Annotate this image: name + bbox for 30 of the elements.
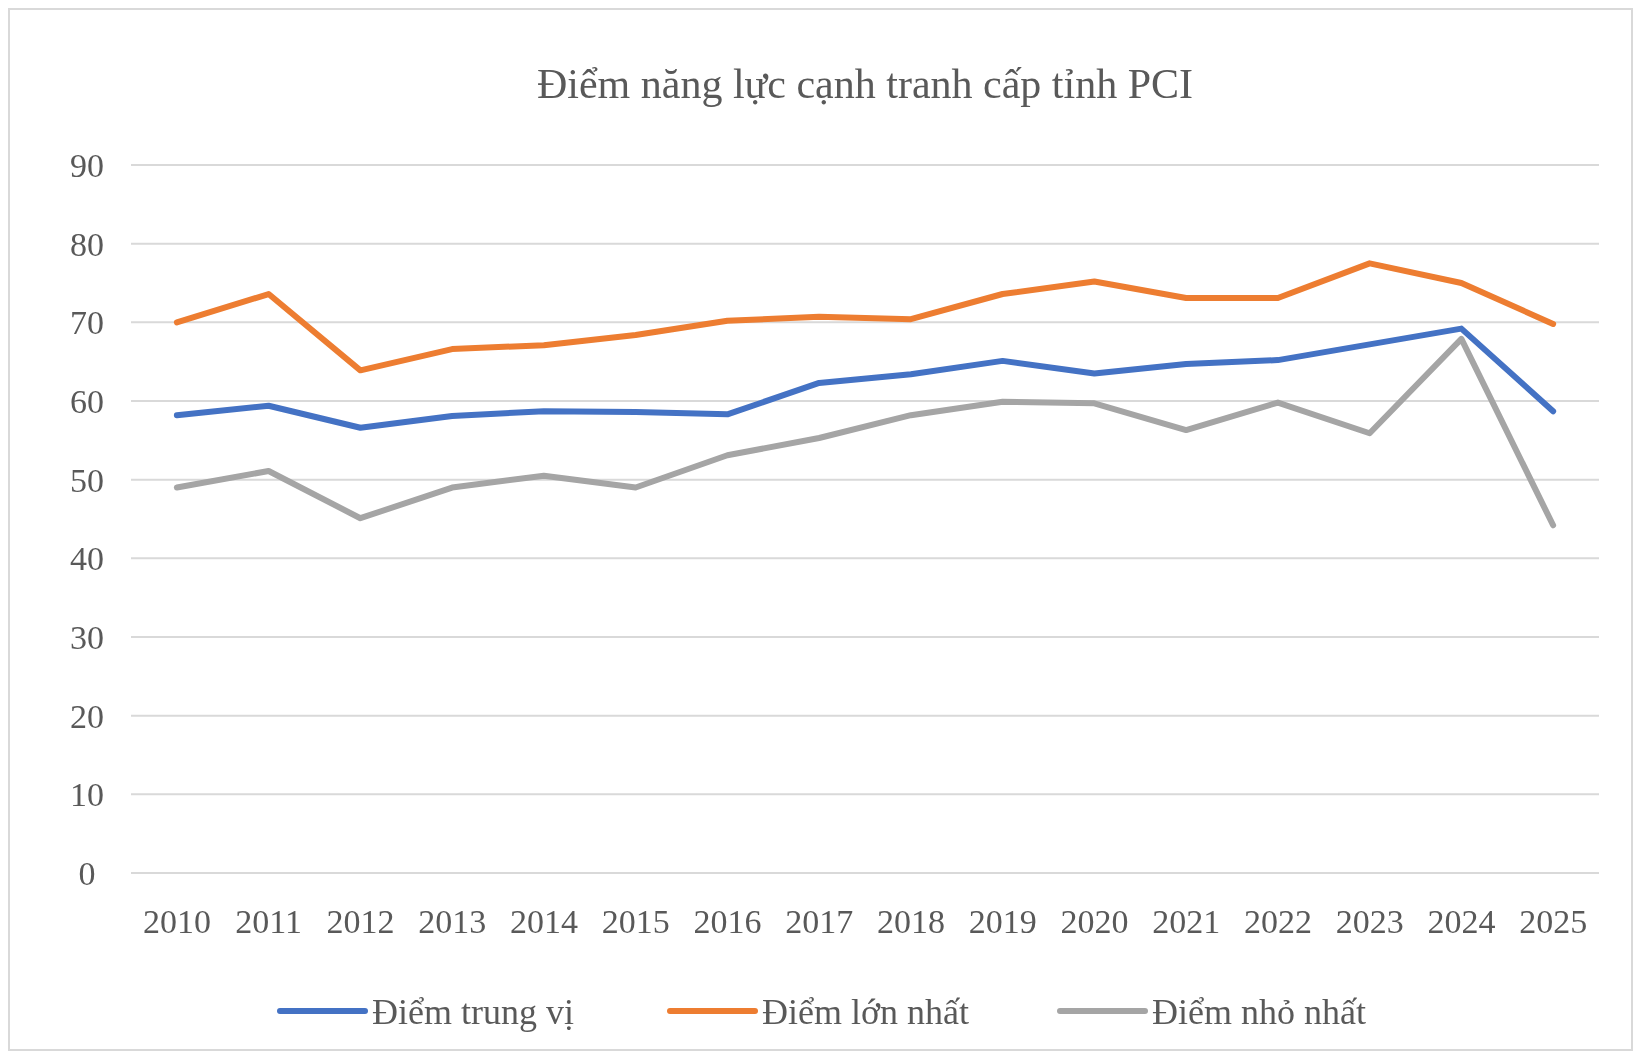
y-tick-label: 40 bbox=[70, 540, 104, 578]
x-tick-label: 2017 bbox=[785, 903, 854, 940]
y-tick-label: 60 bbox=[70, 382, 104, 420]
x-tick-label: 2016 bbox=[693, 903, 762, 940]
x-tick-label: 2019 bbox=[968, 903, 1037, 940]
x-tick-label: 2012 bbox=[326, 903, 395, 940]
x-tick-label: 2011 bbox=[235, 903, 302, 940]
legend-label: Điểm lớn nhất bbox=[762, 991, 969, 1032]
y-tick-label: 20 bbox=[70, 697, 104, 735]
x-tick-label: 2013 bbox=[418, 903, 487, 940]
x-tick-label: 2022 bbox=[1243, 903, 1312, 940]
y-tick-label: 30 bbox=[70, 618, 104, 656]
x-tick-label: 2024 bbox=[1427, 903, 1496, 940]
x-tick-label: 2014 bbox=[509, 903, 578, 940]
x-tick-label: 2025 bbox=[1519, 903, 1588, 940]
legend-label: Điểm nhỏ nhất bbox=[1152, 991, 1366, 1032]
y-tick-label: 90 bbox=[70, 146, 104, 184]
y-tick-label: 70 bbox=[70, 304, 104, 342]
y-tick-label: 0 bbox=[78, 854, 96, 892]
x-tick-label: 2023 bbox=[1335, 903, 1404, 940]
x-tick-label: 2020 bbox=[1060, 903, 1129, 940]
x-tick-label: 2015 bbox=[601, 903, 670, 940]
x-tick-label: 2018 bbox=[876, 903, 945, 940]
chart-title: Điểm năng lực cạnh tranh cấp tỉnh PCI bbox=[536, 61, 1194, 107]
x-tick-label: 2021 bbox=[1152, 903, 1221, 940]
legend-label: Điểm trung vị bbox=[372, 991, 574, 1032]
y-tick-label: 50 bbox=[70, 461, 104, 499]
y-tick-label: 10 bbox=[70, 776, 104, 814]
y-tick-label: 80 bbox=[70, 225, 104, 263]
x-tick-label: 2010 bbox=[142, 903, 211, 940]
